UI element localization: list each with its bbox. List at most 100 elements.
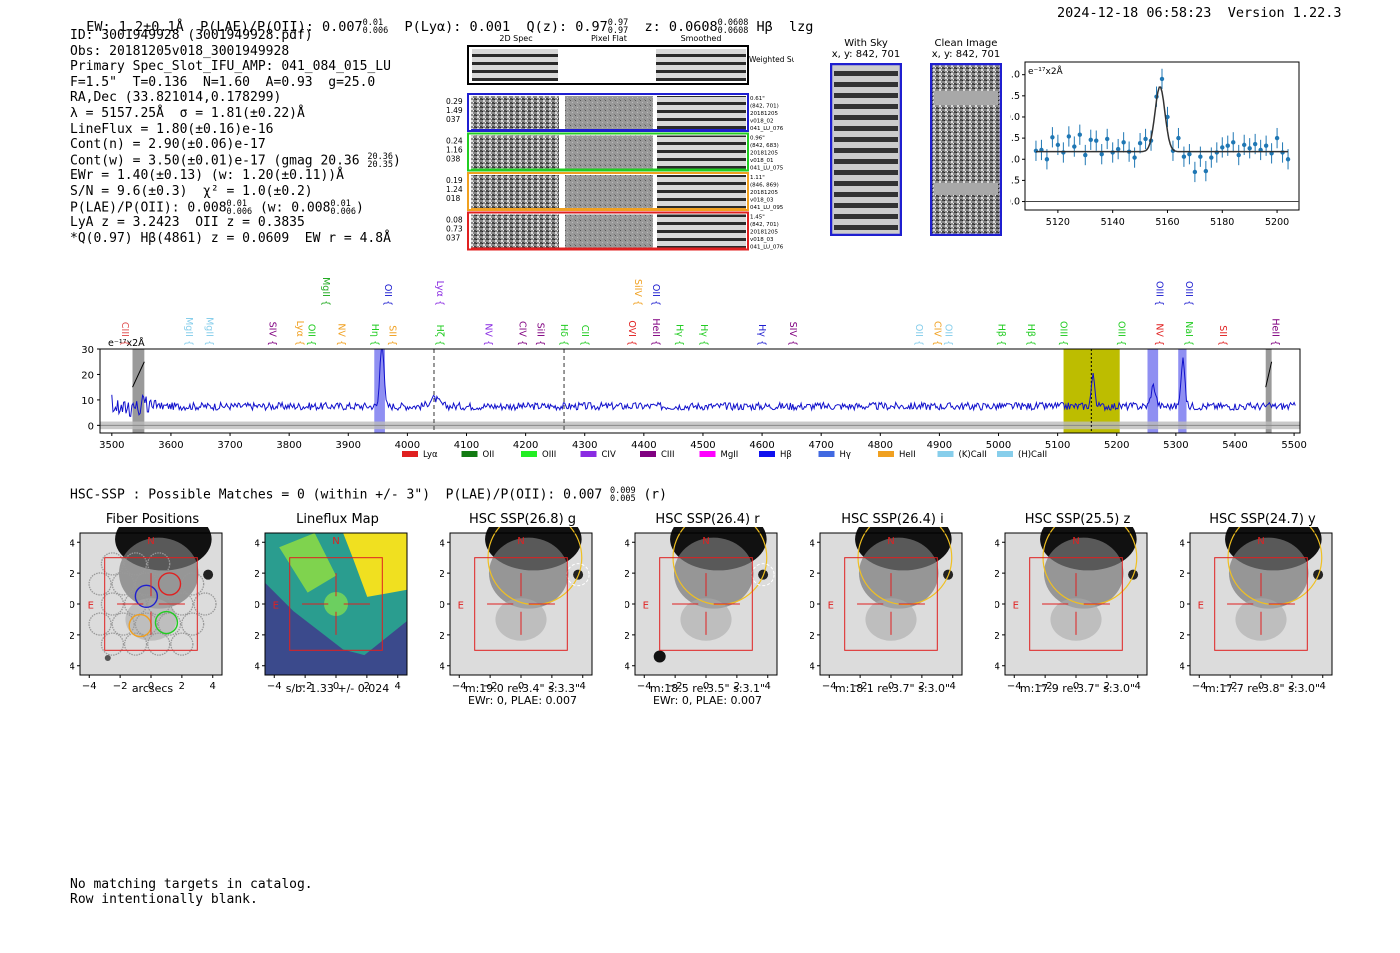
- cutout-xtick-label: −4: [637, 681, 652, 692]
- fit-ytick-label: 7.5: [1010, 133, 1020, 144]
- info-contw-hi: 20.36: [367, 151, 394, 162]
- spec2d-row-left-label: 037: [446, 234, 461, 243]
- east-label: E: [458, 601, 464, 612]
- spec2d-row-2d: [471, 135, 559, 169]
- fit-point: [1159, 76, 1165, 82]
- cutout-xtick-label: −2: [298, 681, 313, 692]
- fiber-circle: [147, 552, 171, 576]
- cutout-ytick-label: −2: [810, 631, 815, 642]
- cutout-ytick-label: 0: [1180, 600, 1185, 611]
- sky-stripe: [834, 159, 898, 164]
- spectrum-line-label: CIV {: [932, 321, 943, 346]
- east-label: E: [643, 601, 649, 612]
- fit-point: [1132, 155, 1137, 160]
- spec2d-row-right-label: v018_03: [750, 198, 774, 204]
- spectrum-legend-label: OIII: [542, 450, 556, 460]
- spectrum-line-label: Hγ {: [698, 324, 709, 346]
- fit-point: [1285, 157, 1291, 162]
- header-line-id: Hβ: [756, 19, 773, 35]
- cutout-panel-image: N E −4 −4 −2 −2 0 0 2 2 4 4: [985, 507, 1148, 692]
- spectrum-xtick-label: 4700: [808, 440, 833, 451]
- footer: No matching targets in catalog. Row inte…: [70, 877, 313, 907]
- fit-frame: [1024, 61, 1300, 211]
- spectrum-gray-hatch: [132, 361, 145, 388]
- fiber-circle: [147, 632, 171, 656]
- spec2d-row-pixelflat: [565, 135, 653, 169]
- header-ew: EW: 1.2±0.1Å: [86, 19, 184, 35]
- info-contw-text: Cont(w) = 3.50(±0.01)e-17 (gmag 20.36: [70, 153, 360, 169]
- secondary-source: [653, 650, 666, 663]
- header-q: Q(z): 0.97: [526, 19, 608, 35]
- spectrum-line-label: NaI {: [1183, 321, 1194, 346]
- footer-line-2: Row intentionally blank.: [70, 892, 258, 907]
- cutout-ytick-label: 0: [810, 600, 815, 611]
- spec2d-row-right-label: 0.61": [750, 96, 765, 102]
- east-label: E: [828, 601, 834, 612]
- spectrum-gray-band: [132, 349, 145, 433]
- spectrum-ytick-label: 0: [88, 421, 94, 432]
- spectrum-legend-swatch: [878, 451, 894, 457]
- cutout-panel: Fiber Positions N E −4 −4 −2 −2 0 0 2 2 4 4 arcsecs: [60, 507, 240, 695]
- spectrum-line-label: Hζ {: [434, 325, 445, 346]
- spectrum-line-label: Lyα {: [434, 281, 445, 306]
- cutout-ytick-label: 4: [440, 538, 445, 549]
- spectrum-line: [111, 348, 1296, 418]
- cutout-panel-label: EWr: 0, PLAE: 0.007: [652, 694, 763, 707]
- with-sky-title: With Sky x, y: 842, 701: [826, 38, 906, 60]
- fiber-circle: [111, 572, 135, 596]
- spec2d-row-left-label: 0.73: [446, 225, 463, 234]
- spectrum-line-label: NV {: [482, 323, 493, 346]
- clean-image-label: Clean Image: [934, 38, 998, 49]
- cutout-ytick-label: −4: [440, 662, 445, 673]
- aperture-box: [474, 557, 568, 651]
- cutout-ytick-label: 4: [810, 538, 815, 549]
- cutout-ytick-label: 0: [625, 600, 630, 611]
- cutout-ytick-label: 4: [995, 538, 1000, 549]
- fit-point: [1247, 146, 1252, 151]
- cutout-panel-label: arcsecs: [131, 682, 174, 695]
- spectrum-line-label: MgII {: [203, 317, 214, 346]
- galaxy-halo: [673, 537, 754, 609]
- east-label: E: [273, 601, 279, 612]
- fit-point: [1077, 132, 1082, 137]
- cutout-panel-label: EWr: 0, PLAE: 0.007: [467, 694, 578, 707]
- info-plae2-text: P(LAE)/P(OII): 0.008: [70, 200, 227, 216]
- spec2d-row-smoothed: [657, 135, 746, 169]
- cutout-ytick-label: −2: [1180, 631, 1185, 642]
- spec2d-row-left-label: 0.19: [446, 176, 463, 185]
- fit-point: [1198, 154, 1203, 159]
- spec2d-row-right-label: (842, 683): [750, 143, 779, 149]
- info-plae2-w-lo: 0.006: [330, 206, 357, 217]
- spectrum-legend-label: (H)CaII: [1018, 450, 1047, 460]
- sky-stripe: [834, 225, 898, 230]
- spectrum-xtick-label: 5100: [1045, 440, 1070, 451]
- cutout-panel-image: N E −4 −4 −2 −2 0 0 2 2 4 4: [615, 507, 778, 692]
- info-plae2: P(LAE)/P(OII): 0.0080.01 0.006 (w: 0.0080…: [70, 198, 364, 217]
- fit-point: [1088, 137, 1093, 143]
- spectrum-line-label: OIII {: [1183, 281, 1194, 306]
- fiber-circle: [88, 612, 112, 636]
- cutout-ytick-label: 2: [440, 569, 445, 580]
- fit-point: [1203, 168, 1209, 174]
- cutout-xtick-label: 0: [518, 681, 524, 692]
- fit-ytick-label: 5.0: [1010, 154, 1020, 165]
- spectrum-xtick-label: 4800: [868, 440, 893, 451]
- fit-point: [1099, 151, 1104, 157]
- spec2d-row-left-label: 0.29: [446, 97, 463, 106]
- north-label: N: [147, 536, 154, 547]
- north-label: N: [1257, 536, 1264, 547]
- info-plae2-lo: 0.006: [226, 206, 253, 217]
- cutout-ytick-label: 0: [440, 600, 445, 611]
- spec2d-row-2d: [471, 96, 559, 129]
- lineflux-yellow: [343, 533, 407, 597]
- cutout-panel-image: N E −4 −4 −2 −2 0 0 2 2 4 4: [245, 532, 408, 692]
- spec2d-row-right-label: 1.45": [750, 215, 765, 221]
- fiber-green: [154, 610, 179, 635]
- cutout-xtick-label: 0: [1073, 681, 1079, 692]
- spectrum-legend-label: Hβ: [780, 450, 792, 460]
- fiber-circle: [123, 552, 148, 576]
- cutout-ytick-label: 4: [70, 538, 75, 549]
- spectrum-xtick-label: 5300: [1163, 440, 1188, 451]
